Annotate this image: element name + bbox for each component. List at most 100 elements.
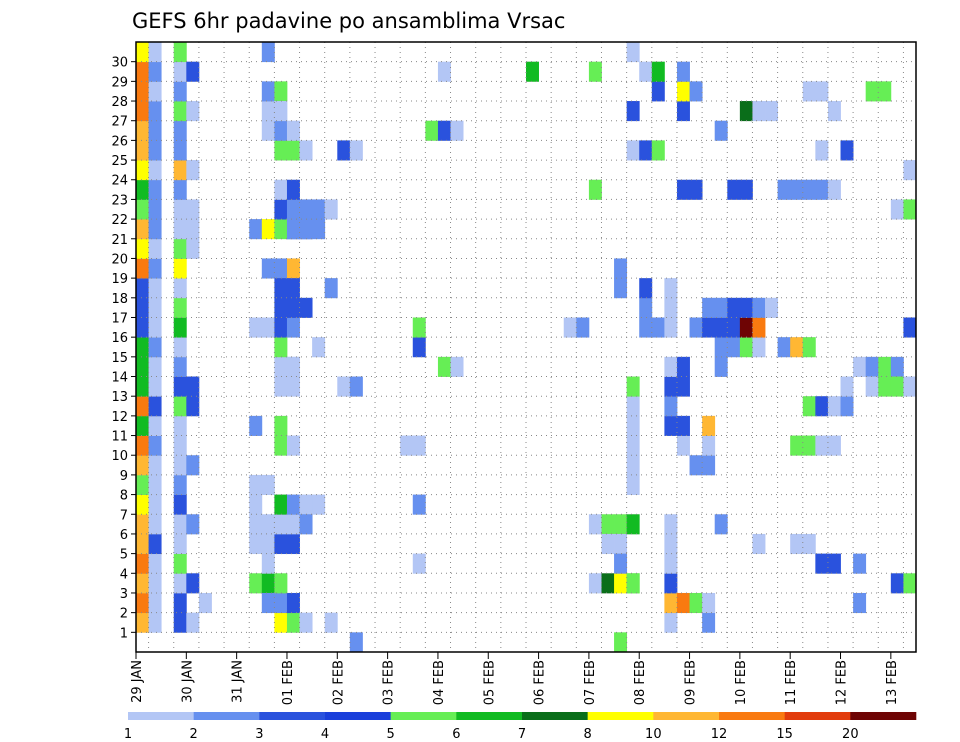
heatmap-cell: [614, 632, 628, 653]
heatmap-cell: [186, 396, 200, 417]
heatmap-cell: [639, 140, 653, 161]
legend-label: 5: [387, 727, 395, 742]
heatmap-cell: [173, 61, 187, 82]
heatmap-cell: [702, 415, 716, 436]
heatmap-cell: [136, 81, 149, 102]
heatmap-cell: [299, 494, 313, 515]
heatmap-cell: [186, 101, 200, 122]
heatmap-cell: [136, 101, 149, 122]
legend-label: 4: [321, 727, 329, 742]
heatmap-cell: [148, 592, 162, 614]
x-tick-label: 07 FEB: [583, 660, 598, 705]
legend-swatch: [850, 712, 917, 720]
heatmap-cell: [261, 101, 275, 122]
heatmap-cell: [249, 474, 263, 495]
heatmap-cell: [601, 533, 615, 555]
heatmap-cell: [714, 317, 728, 338]
heatmap-cell: [148, 81, 162, 102]
legend-label: 2: [190, 727, 198, 742]
heatmap-cell: [777, 337, 791, 358]
legend-swatch: [784, 712, 851, 720]
heatmap-cell: [626, 415, 640, 436]
heatmap-cell: [136, 396, 149, 417]
heatmap-cell: [702, 612, 716, 633]
y-axis: 1234567891011121314151617181920212223242…: [111, 56, 136, 641]
heatmap-cell: [148, 238, 162, 259]
heatmap-cell: [601, 514, 615, 535]
heatmap-cell: [274, 415, 288, 436]
heatmap-cell: [890, 376, 904, 397]
heatmap-cell: [626, 376, 640, 397]
heatmap-cell: [173, 514, 187, 535]
heatmap-cell: [337, 140, 351, 161]
heatmap-cell: [626, 474, 640, 495]
y-tick-label: 15: [111, 351, 128, 366]
heatmap-cell: [173, 553, 187, 574]
y-tick-label: 13: [111, 390, 128, 405]
heatmap-cell: [790, 533, 804, 555]
heatmap-cell: [676, 376, 690, 397]
heatmap-cell: [626, 573, 640, 594]
heatmap-cell: [890, 573, 904, 594]
heatmap-cell: [765, 101, 779, 122]
heatmap-cell: [173, 494, 187, 515]
heatmap-cell: [261, 81, 275, 102]
y-tick-label: 9: [120, 469, 128, 484]
heatmap-cell: [274, 101, 288, 122]
heatmap-cell: [312, 219, 326, 240]
heatmap-cells: [136, 42, 917, 653]
heatmap-cell: [312, 337, 326, 358]
heatmap-cell: [651, 317, 665, 338]
heatmap-cell: [173, 101, 187, 122]
heatmap-cell: [349, 376, 363, 397]
heatmap-cell: [664, 573, 678, 594]
heatmap-cell: [702, 455, 716, 476]
heatmap-cell: [614, 553, 628, 574]
legend-swatch: [390, 712, 457, 720]
heatmap-cell: [148, 573, 162, 594]
heatmap-cell: [865, 81, 879, 102]
heatmap-cell: [286, 494, 300, 515]
heatmap-cell: [148, 140, 162, 161]
y-tick-label: 19: [111, 272, 128, 287]
heatmap-cell: [425, 120, 439, 141]
y-tick-label: 7: [120, 508, 128, 523]
heatmap-cell: [173, 297, 187, 318]
heatmap-cell: [249, 573, 263, 594]
heatmap-cell: [853, 356, 867, 377]
heatmap-cell: [526, 61, 539, 82]
heatmap-cell: [689, 455, 703, 476]
heatmap-cell: [249, 317, 263, 338]
y-tick-label: 12: [111, 410, 128, 425]
heatmap-cell: [727, 297, 741, 318]
heatmap-cell: [437, 120, 451, 141]
heatmap-cell: [274, 494, 288, 515]
heatmap-cell: [626, 140, 640, 161]
heatmap-cell: [173, 415, 187, 436]
heatmap-cell: [324, 612, 338, 633]
heatmap-cell: [173, 533, 187, 555]
y-tick-label: 17: [111, 311, 128, 326]
heatmap-cell: [261, 533, 275, 555]
heatmap-cell: [827, 179, 841, 200]
heatmap-cell: [664, 376, 678, 397]
heatmap-cell: [827, 101, 841, 122]
heatmap-cell: [676, 61, 690, 82]
legend-swatch: [522, 712, 588, 720]
legend-swatch: [719, 712, 785, 720]
heatmap-cell: [274, 533, 288, 555]
color-legend: 1 2 3 4 5 6 7 8 10 12 15 20: [124, 712, 917, 742]
y-tick-label: 21: [111, 233, 128, 248]
heatmap-cell: [198, 592, 212, 614]
y-tick-label: 26: [111, 134, 128, 149]
legend-label: 1: [124, 727, 132, 742]
y-tick-label: 1: [120, 626, 128, 641]
y-tick-label: 25: [111, 154, 128, 169]
heatmap-cell: [400, 435, 414, 456]
heatmap-cell: [136, 514, 149, 535]
heatmap-cell: [739, 297, 753, 318]
heatmap-cell: [676, 179, 690, 200]
heatmap-cell: [136, 553, 149, 574]
heatmap-cell: [286, 297, 300, 318]
heatmap-cell: [173, 140, 187, 161]
